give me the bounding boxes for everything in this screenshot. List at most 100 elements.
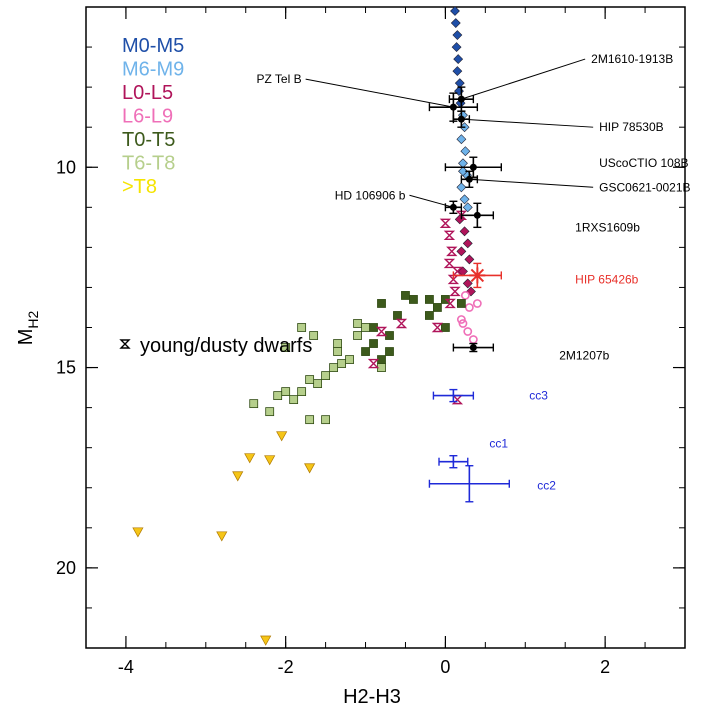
y-axis-label-sub: H2 xyxy=(25,311,41,329)
data-point-t0t5 xyxy=(433,303,442,312)
companion-label-2m1207b: 2M1207b xyxy=(559,349,609,363)
legend-entry: M6-M9 xyxy=(122,59,184,81)
companion-label-gsc06210021b: GSC0621-0021B xyxy=(599,180,690,194)
companion-label-1rxs1609b: 1RXS1609b xyxy=(575,220,640,234)
young-dwarf-point xyxy=(431,322,444,333)
young-dwarf-point xyxy=(455,210,468,221)
companion-label-2m16101913b: 2M1610-1913B xyxy=(591,52,673,66)
candidate-label-cc1: cc1 xyxy=(489,437,508,451)
data-point-t0t5 xyxy=(409,295,418,304)
companion-label-hd106906b: HD 106906 b xyxy=(335,188,406,202)
data-point-t6t8 xyxy=(297,387,307,397)
data-point-t0t5 xyxy=(425,311,434,320)
data-point-t0t5 xyxy=(369,339,378,348)
data-point-t6t8 xyxy=(297,323,307,332)
data-point-l6l9 xyxy=(463,327,473,336)
data-point-t6t8 xyxy=(313,379,323,388)
young-dwarf-point xyxy=(446,246,458,257)
data-point-l6l9 xyxy=(468,335,478,344)
data-point-m6m9 xyxy=(459,194,470,205)
data-point-m6m9 xyxy=(456,134,467,145)
data-point-l6l9 xyxy=(460,291,470,300)
data-point-m0m5 xyxy=(451,42,462,52)
data-point-l6l9 xyxy=(464,303,474,312)
x-axis-label: H2-H3 xyxy=(343,686,401,708)
data-point-l0l5 xyxy=(462,278,473,289)
data-point-m0m5 xyxy=(450,18,461,28)
young-dwarfs-legend-symbol xyxy=(119,339,131,349)
leader-hip78530b xyxy=(461,118,594,128)
legend-entry: T6-T8 xyxy=(122,153,175,175)
data-point-t6t8 xyxy=(353,319,362,328)
companion-marker-2m1207b xyxy=(469,344,477,352)
y-axis-label: MH2 xyxy=(15,311,41,346)
leader-pztelb xyxy=(305,78,454,108)
data-point-t0t5 xyxy=(361,347,370,356)
y-axis-label-main: M xyxy=(15,329,37,346)
data-point-l0l5 xyxy=(462,238,473,249)
legend-entry: T0-T5 xyxy=(122,129,175,151)
x-tick-label: -2 xyxy=(278,657,294,677)
data-point-l6l9 xyxy=(458,319,468,328)
data-point-t0t5 xyxy=(425,295,434,304)
data-point-t6t8 xyxy=(305,415,315,425)
data-point-t8 xyxy=(304,463,316,474)
data-point-t8 xyxy=(132,527,144,538)
data-point-t0t5 xyxy=(440,323,450,332)
data-point-t6t8 xyxy=(337,359,346,368)
data-point-t6t8 xyxy=(333,347,342,356)
x-tick-label: 2 xyxy=(600,657,610,677)
companion-marker-hip65426b xyxy=(469,267,486,284)
companion-marker-uscoctio108b xyxy=(469,163,477,171)
companion-label-pztelb: PZ Tel B xyxy=(256,72,301,86)
legend-entry: L0-L5 xyxy=(122,82,173,104)
data-point-t0t5 xyxy=(456,299,466,308)
companion-label-hip78530b: HIP 78530B xyxy=(599,120,664,134)
data-point-t8 xyxy=(244,453,256,464)
young-dwarf-point xyxy=(443,230,456,241)
data-point-t0t5 xyxy=(385,347,394,356)
data-point-m0m5 xyxy=(452,66,463,77)
data-point-t8 xyxy=(232,471,244,482)
data-point-l6l9 xyxy=(456,315,466,324)
young-dwarf-point xyxy=(449,286,461,297)
data-point-m6m9 xyxy=(458,166,468,177)
young-dwarfs-label: young/dusty dwarfs xyxy=(140,335,312,357)
data-point-m6m9 xyxy=(460,146,471,157)
data-point-t6t8 xyxy=(265,407,275,417)
candidate-label-cc2: cc2 xyxy=(537,479,556,493)
data-point-l0l5 xyxy=(456,246,467,257)
young-dwarf-point xyxy=(367,358,380,369)
young-dwarf-point xyxy=(451,394,464,405)
data-point-t6t8 xyxy=(345,355,354,364)
data-point-t6t8 xyxy=(377,363,386,372)
data-point-t6t8 xyxy=(305,375,315,384)
y-tick-label: 15 xyxy=(56,358,76,378)
data-point-t6t8 xyxy=(321,371,331,380)
companion-marker-1rxs1609b xyxy=(473,211,481,219)
young-dwarf-point xyxy=(395,318,408,329)
data-point-t6t8 xyxy=(353,331,362,340)
data-point-t0t5 xyxy=(401,291,410,300)
y-tick-label: 10 xyxy=(56,157,76,177)
data-point-l0l5 xyxy=(459,226,470,237)
data-point-t6t8 xyxy=(289,395,299,405)
data-point-t6t8 xyxy=(321,415,331,425)
young-dwarf-point xyxy=(375,326,388,337)
legend-entry: L6-L9 xyxy=(122,106,173,128)
young-dwarf-point xyxy=(444,298,456,309)
data-point-t6t8 xyxy=(281,343,291,352)
data-point-t0t5 xyxy=(385,331,394,340)
legend-entry: M0-M5 xyxy=(122,35,184,57)
data-point-t6t8 xyxy=(361,323,370,332)
data-point-t0t5 xyxy=(369,323,378,332)
data-point-t8 xyxy=(216,531,228,542)
data-point-t6t8 xyxy=(333,339,342,348)
companion-label-uscoctio108b: UScoCTIO 108B xyxy=(599,156,688,170)
data-point-m0m5 xyxy=(450,6,460,16)
data-point-t6t8 xyxy=(273,391,283,401)
young-dwarf-point xyxy=(443,258,456,269)
data-point-t8 xyxy=(264,455,276,466)
y-tick-label: 20 xyxy=(56,558,76,578)
